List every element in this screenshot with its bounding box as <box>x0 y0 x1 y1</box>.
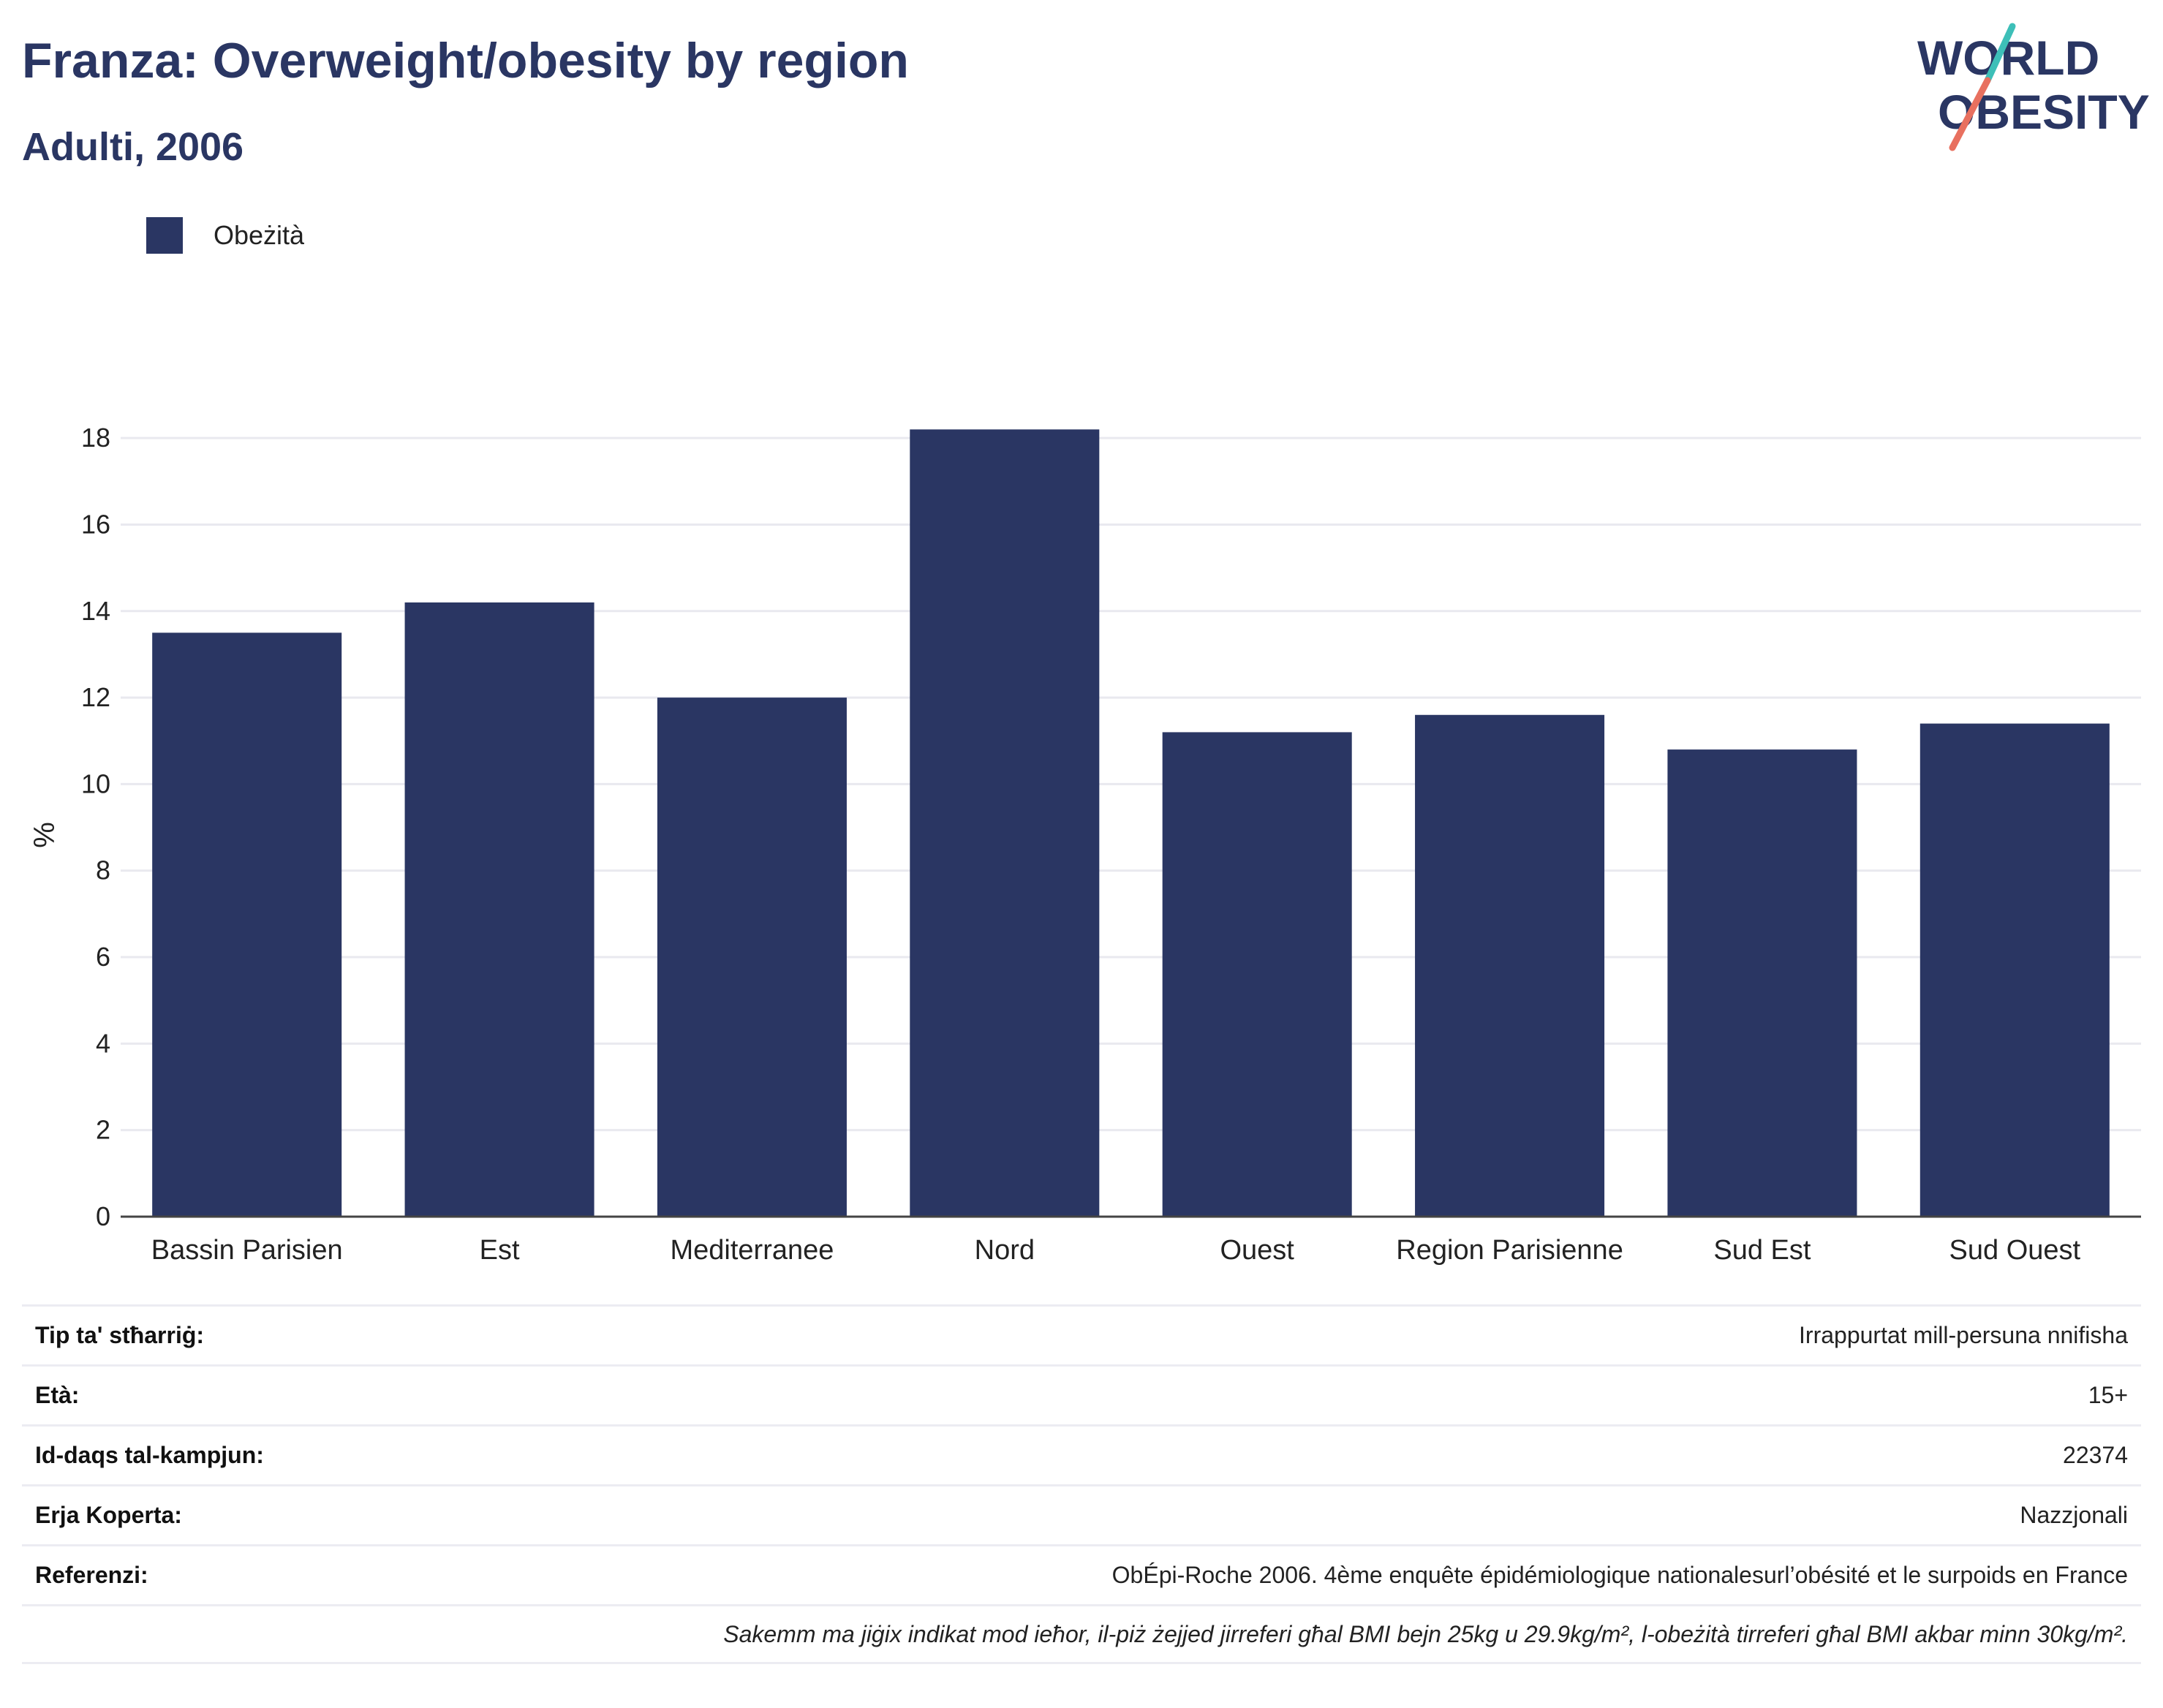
x-tick-label: Sud Est <box>1713 1235 1811 1266</box>
info-label: Id-daqs tal-kampjun: <box>35 1442 264 1468</box>
info-row-references: Referenzi: ObÉpi-Roche 2006. 4ème enquêt… <box>22 1544 2141 1604</box>
x-tick-label: Mediterranee <box>670 1235 834 1266</box>
y-tick-label: 16 <box>81 509 110 539</box>
x-tick-label: Bassin Parisien <box>151 1235 343 1266</box>
x-tick-label: Est <box>480 1235 520 1266</box>
info-value: ObÉpi-Roche 2006. 4ème enquête épidémiol… <box>1111 1562 2128 1588</box>
logo-slash-top <box>1984 23 2016 84</box>
world-obesity-logo: WORLD OBESITY <box>1917 23 2150 151</box>
y-tick-label: 6 <box>96 942 110 972</box>
y-axis-label: % <box>29 822 61 848</box>
x-tick-label: Ouest <box>1220 1235 1294 1266</box>
y-tick-label: 2 <box>96 1115 110 1145</box>
info-row-sample-size: Id-daqs tal-kampjun: 22374 <box>22 1424 2141 1484</box>
info-label: Referenzi: <box>35 1562 148 1588</box>
y-tick-label: 14 <box>81 596 110 626</box>
legend-label-obesity: Obeżità <box>214 220 305 250</box>
info-value: Nazzjonali <box>2020 1502 2128 1528</box>
info-label: Età: <box>35 1382 80 1408</box>
bar <box>152 632 342 1217</box>
y-tick-label: 12 <box>81 682 110 712</box>
info-value: 15+ <box>2088 1382 2128 1408</box>
bar <box>657 698 847 1217</box>
info-row-age: Età: 15+ <box>22 1364 2141 1424</box>
y-tick-label: 0 <box>96 1201 110 1231</box>
info-label: Tip ta' stħarriġ: <box>35 1322 205 1348</box>
bar <box>404 602 594 1217</box>
logo-slash-bottom <box>1949 77 1991 151</box>
info-row-note: Sakemm ma jiġix indikat mod ieħor, il-pi… <box>22 1604 2141 1664</box>
info-value: 22374 <box>2063 1442 2128 1468</box>
y-tick-label: 8 <box>96 855 110 885</box>
info-label: Erja Koperta: <box>35 1502 182 1528</box>
x-tick-label: Region Parisienne <box>1396 1235 1623 1266</box>
bar <box>910 429 1100 1217</box>
info-value: Irrappurtat mill-persuna nnifisha <box>1799 1322 2128 1348</box>
bmi-definition-note: Sakemm ma jiġix indikat mod ieħor, il-pi… <box>723 1620 2128 1647</box>
survey-info-table: Tip ta' stħarriġ: Irrappurtat mill-persu… <box>22 1304 2141 1664</box>
bar-chart: 0 2 4 6 8 10 12 14 16 18% Bassin Parisien Est Medite… <box>29 423 2141 1266</box>
legend-swatch-obesity <box>146 217 183 254</box>
y-tick-label: 10 <box>81 768 110 798</box>
bar <box>1667 749 1857 1217</box>
bar <box>1415 714 1605 1217</box>
chart-legend[interactable]: Obeżità <box>146 216 304 254</box>
info-row-survey-type: Tip ta' stħarriġ: Irrappurtat mill-persu… <box>22 1304 2141 1364</box>
bar <box>1919 723 2110 1217</box>
chart-subtitle: Adulti, 2006 <box>22 125 244 169</box>
info-row-area-covered: Erja Koperta: Nazzjonali <box>22 1484 2141 1544</box>
x-tick-label: Sud Ouest <box>1949 1235 2081 1266</box>
chart-title: Franza: Overweight/obesity by region <box>22 33 909 88</box>
y-tick-label: 18 <box>81 423 110 453</box>
y-tick-label: 4 <box>96 1028 110 1058</box>
x-tick-label: Nord <box>975 1235 1035 1266</box>
bar <box>1162 732 1352 1217</box>
